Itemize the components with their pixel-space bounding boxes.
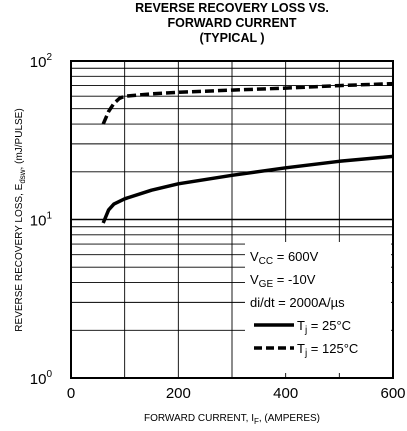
- plot-frame: [70, 60, 394, 379]
- y-axis-label-sub: dsw: [18, 169, 27, 183]
- x-tick-label: 200: [166, 385, 191, 402]
- x-tick-label: 0: [67, 385, 75, 402]
- y-tick-base: 10: [30, 371, 47, 388]
- chart-title-line-2: FORWARD CURRENT: [168, 16, 297, 30]
- y-tick-exponent: 0: [46, 369, 52, 380]
- x-axis-label-tail: , (AMPERES): [259, 413, 320, 424]
- y-axis-label-tail: , (mJ/PULSE): [14, 108, 25, 169]
- legend-condition-vcc: VCC = 600V: [250, 249, 319, 267]
- legend-condition-didt: di/dt = 2000A/µs: [250, 295, 345, 310]
- chart-title-line-1: REVERSE RECOVERY LOSS VS.: [135, 1, 329, 15]
- y-tick-label: 101: [30, 211, 53, 230]
- y-tick-exponent: 2: [46, 52, 52, 63]
- legend-series-25c: Tj = 25°C: [297, 318, 351, 336]
- x-axis-label-main: FORWARD CURRENT, I: [144, 413, 254, 424]
- chart-title-line-3: (TYPICAL ): [199, 31, 264, 45]
- y-tick-exponent: 1: [46, 211, 52, 222]
- x-tick-label: 400: [273, 385, 298, 402]
- y-tick-base: 10: [30, 54, 47, 71]
- y-tick-label: 100: [30, 369, 53, 388]
- x-tick-labels: 0 200 400 600: [67, 385, 406, 402]
- data-series: [101, 81, 394, 224]
- series-line-25c: [101, 154, 394, 224]
- series-line-125c: [101, 81, 394, 125]
- legend-condition-vge: VGE = -10V: [250, 272, 316, 290]
- legend: VCC = 600V VGE = -10V di/dt = 2000A/µs T…: [245, 242, 391, 373]
- y-axis-label: REVERSE RECOVERY LOSS, Edsw, (mJ/PULSE): [14, 108, 27, 331]
- legend-series-125c: Tj = 125°C: [297, 341, 358, 359]
- y-tick-label: 102: [30, 52, 53, 71]
- x-axis-label: FORWARD CURRENT, IF, (AMPERES): [144, 413, 320, 426]
- y-tick-base: 10: [30, 213, 47, 230]
- x-axis-label-sub: F: [254, 417, 259, 426]
- x-tick-label: 600: [380, 385, 405, 402]
- legend-background: [245, 242, 391, 373]
- y-axis-label-main: REVERSE RECOVERY LOSS, E: [14, 183, 25, 331]
